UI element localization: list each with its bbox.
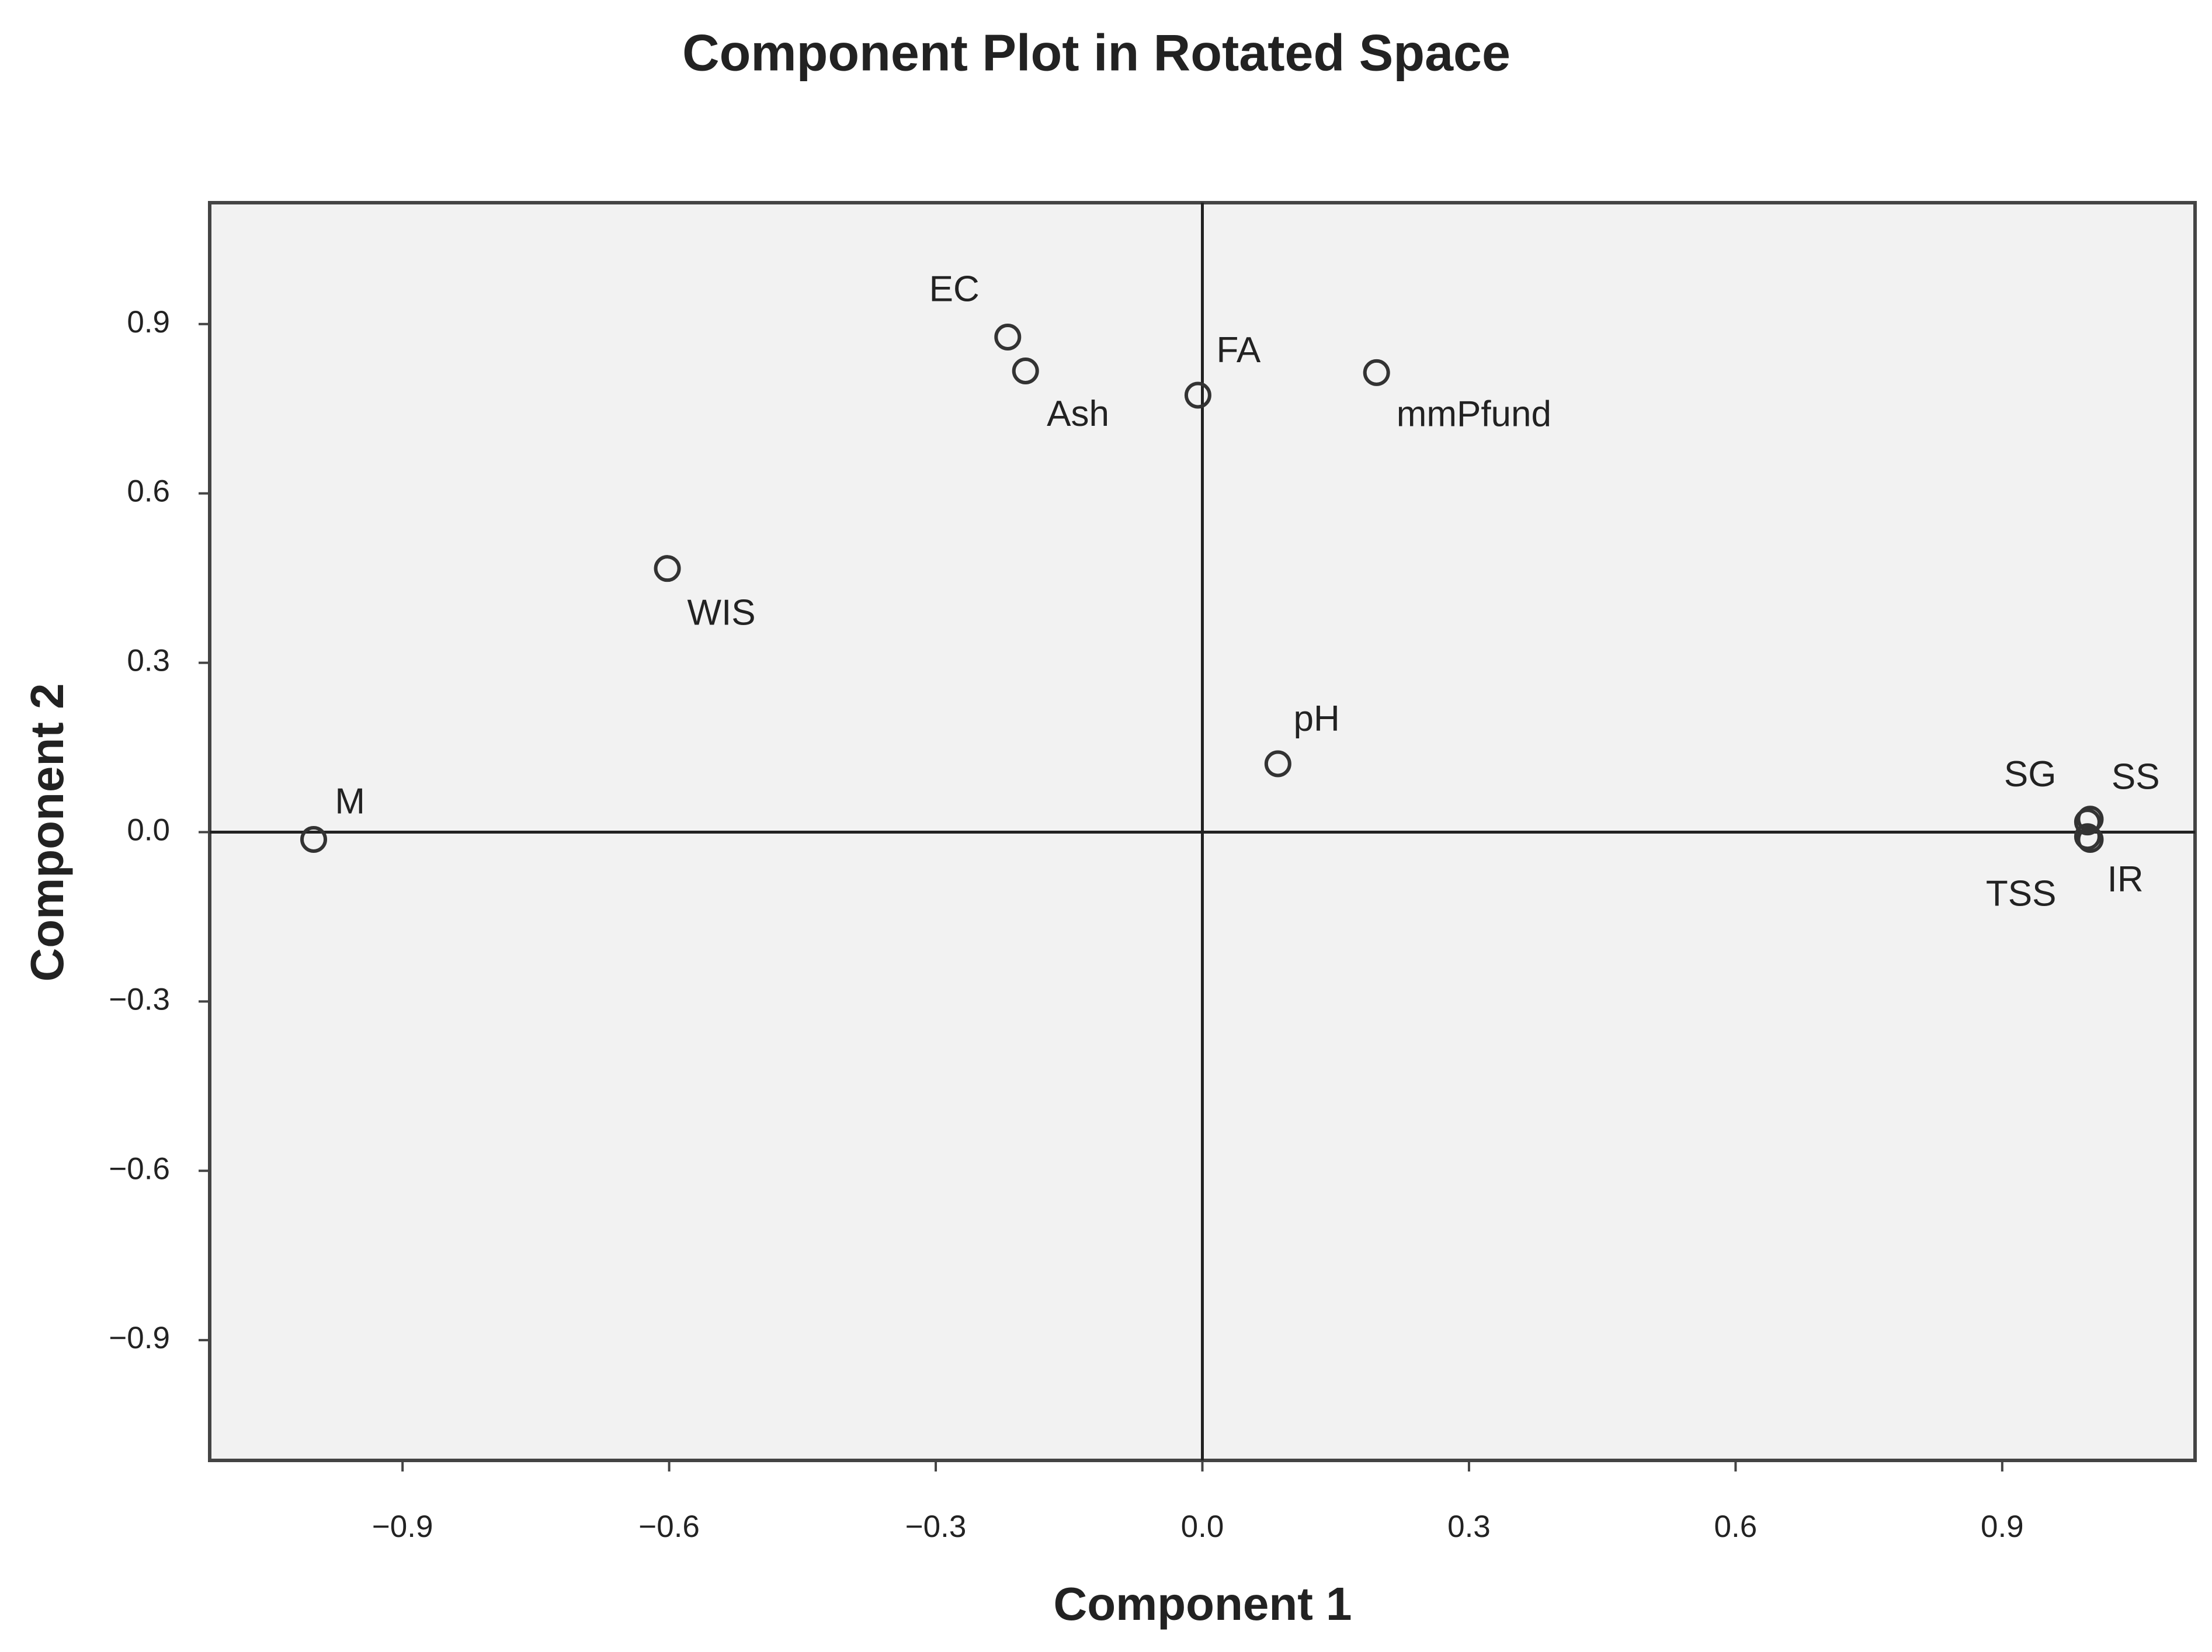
y-tick-label: 0.9 (127, 305, 170, 339)
y-tick-label: −0.6 (109, 1151, 170, 1186)
x-tick-label: −0.3 (905, 1509, 967, 1544)
point-label: M (335, 782, 365, 822)
point-label: FA (1216, 330, 1260, 370)
y-axis-title: Component 2 (21, 683, 73, 981)
y-tick-label: −0.9 (109, 1321, 170, 1355)
point (1363, 359, 1390, 386)
point (2074, 823, 2101, 851)
point-label: EC (929, 269, 980, 310)
point (1264, 750, 1291, 778)
point-label: WIS (687, 593, 756, 633)
x-tick-label: 0.0 (1181, 1509, 1224, 1544)
x-tick-label: 0.9 (1981, 1509, 2024, 1544)
point (300, 826, 328, 853)
point-label: IR (2107, 859, 2144, 900)
point (2074, 808, 2101, 836)
y-tick-label: 0.0 (127, 813, 170, 847)
point (994, 323, 1022, 350)
chart-title: Component Plot in Rotated Space (682, 23, 1510, 81)
point (1012, 357, 1039, 384)
point (2076, 806, 2104, 833)
point-label: SG (2004, 754, 2057, 794)
y-tick-label: 0.3 (127, 644, 170, 678)
point (654, 555, 681, 582)
point-label: pH (1294, 699, 1340, 739)
point-label: Ash (1047, 394, 1109, 434)
point-label: SS (2112, 757, 2160, 797)
point (1184, 381, 1211, 409)
point (2076, 826, 2104, 853)
point-label: mmPfund (1397, 394, 1551, 434)
y-tick-label: −0.3 (109, 982, 170, 1016)
point-label: TSS (1986, 874, 2057, 914)
x-tick-label: 0.6 (1714, 1509, 1758, 1544)
x-tick-label: −0.6 (638, 1509, 700, 1544)
x-tick-label: 0.3 (1447, 1509, 1491, 1544)
x-tick-label: −0.9 (372, 1509, 433, 1544)
y-tick-label: 0.6 (127, 474, 170, 509)
x-axis-title: Component 1 (1053, 1578, 1352, 1630)
